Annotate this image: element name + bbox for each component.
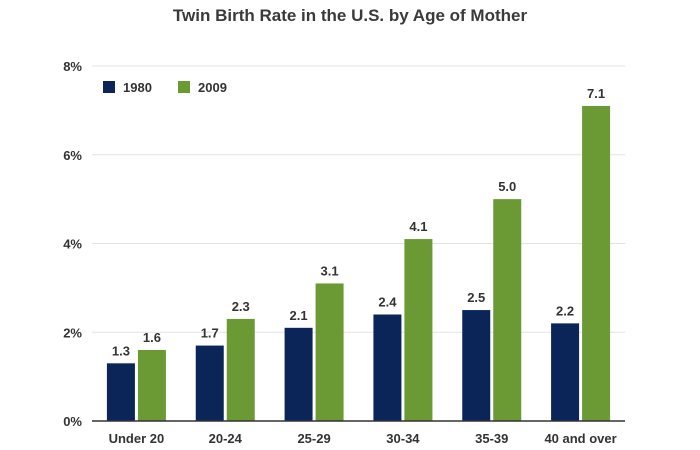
y-tick-label: 0% xyxy=(63,414,82,429)
y-tick-label: 2% xyxy=(63,325,82,340)
data-label: 1.6 xyxy=(143,330,161,345)
data-label: 1.3 xyxy=(112,343,130,358)
x-tick-label: 25-29 xyxy=(297,431,330,446)
bar-1980 xyxy=(373,314,402,421)
bar-1980 xyxy=(284,327,313,421)
bar-1980 xyxy=(106,363,135,421)
bar-1980 xyxy=(462,310,491,421)
data-label: 1.7 xyxy=(201,326,219,341)
legend-swatch-2009 xyxy=(178,81,190,93)
x-tick-label: 40 and over xyxy=(544,431,616,446)
data-label: 2.1 xyxy=(290,308,308,323)
data-label: 2.5 xyxy=(467,290,485,305)
data-label: 5.0 xyxy=(498,179,516,194)
y-tick-label: 4% xyxy=(63,237,82,252)
bar-2009 xyxy=(404,239,433,421)
bar-2009 xyxy=(582,105,611,421)
legend-label: 2009 xyxy=(198,80,227,95)
data-label: 2.3 xyxy=(232,299,250,314)
bar-2009 xyxy=(137,350,166,421)
bar-2009 xyxy=(226,318,255,421)
data-label: 2.2 xyxy=(556,303,574,318)
legend-label: 1980 xyxy=(123,80,152,95)
bar-1980 xyxy=(551,323,580,421)
bar-2009 xyxy=(315,283,344,421)
data-label: 4.1 xyxy=(409,219,427,234)
x-tick-label: Under 20 xyxy=(109,431,165,446)
x-tick-label: 35-39 xyxy=(475,431,508,446)
data-label: 2.4 xyxy=(378,295,397,310)
x-tick-label: 20-24 xyxy=(209,431,243,446)
bar-2009 xyxy=(493,199,522,421)
legend-swatch-1980 xyxy=(103,81,115,93)
chart-title: Twin Birth Rate in the U.S. by Age of Mo… xyxy=(172,6,528,25)
bar-1980 xyxy=(195,345,224,421)
x-tick-label: 30-34 xyxy=(386,431,420,446)
data-label: 3.1 xyxy=(321,263,339,278)
y-tick-label: 6% xyxy=(63,148,82,163)
data-label: 7.1 xyxy=(587,86,605,101)
y-tick-label: 8% xyxy=(63,59,82,74)
